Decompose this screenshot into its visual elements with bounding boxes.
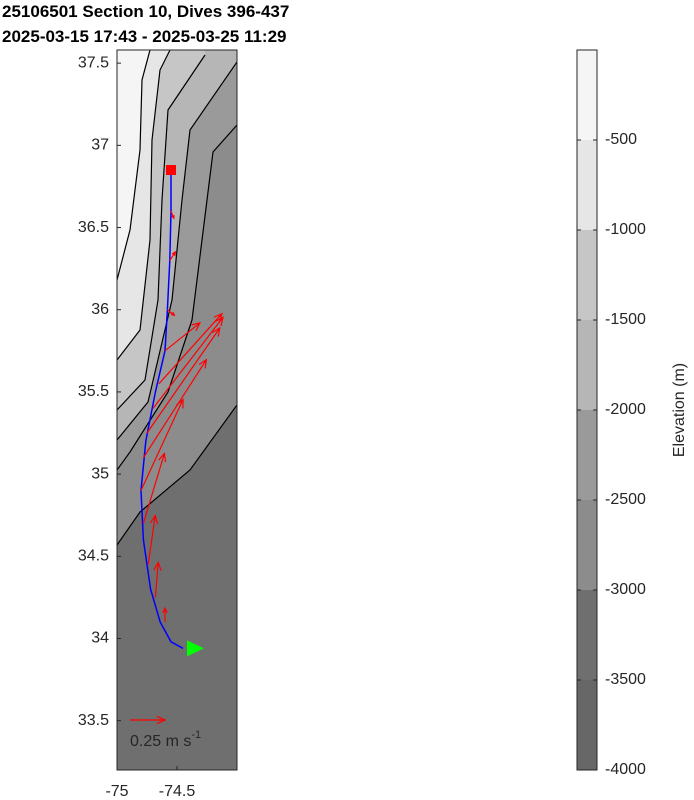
y-tick-label: 35 [91, 465, 109, 482]
current-arrow [152, 316, 224, 409]
end-marker [187, 640, 204, 657]
current-arrow [146, 326, 221, 434]
x-tick-label: -74.5 [159, 783, 196, 800]
y-tick-label: 34.5 [78, 548, 109, 565]
current-arrow [140, 398, 184, 491]
colorbar-tick-label: -2500 [605, 491, 646, 508]
colorbar-band [577, 320, 597, 410]
chart-title: 25106501 Section 10, Dives 396-437 [2, 2, 289, 21]
bathymetry [117, 50, 237, 770]
colorbar-band [577, 680, 597, 770]
colorbar-band [577, 500, 597, 590]
colorbar-tick-label: -3500 [605, 671, 646, 688]
colorbar-band [577, 50, 597, 140]
colorbar-tick-label: -1500 [605, 311, 646, 328]
current-arrow [153, 560, 162, 598]
y-tick-label: 33.5 [78, 712, 109, 729]
start-marker [166, 165, 176, 175]
current-arrow [162, 606, 168, 623]
scale-arrow [130, 715, 167, 725]
y-tick-label: 37.5 [78, 54, 109, 71]
colorbar-band [577, 230, 597, 320]
colorbar-tick-label: -2000 [605, 401, 646, 418]
y-tick-label: 37 [91, 137, 109, 154]
current-arrow [142, 358, 208, 458]
current-arrow [164, 321, 202, 352]
current-arrow [169, 250, 177, 261]
colorbar-band [577, 140, 597, 230]
colorbar-tick-label: -1000 [605, 221, 646, 238]
y-tick-label: 36 [91, 301, 109, 318]
colorbar-band [577, 590, 597, 680]
colorbar-tick-label: -4000 [605, 761, 646, 778]
current-arrow [167, 309, 176, 317]
chart-subtitle: 2025-03-15 17:43 - 2025-03-25 11:29 [2, 27, 287, 46]
scale-label-text: 0.25 m s [130, 733, 191, 750]
y-tick-label: 34 [91, 630, 109, 647]
colorbar-tick-label: -3000 [605, 581, 646, 598]
x-tick-label: -75 [105, 783, 128, 800]
current-arrow [147, 514, 159, 565]
scale-label: 0.25 m s-1 [130, 729, 201, 750]
colorbar-tick-label: -500 [605, 131, 637, 148]
y-tick-label: 36.5 [78, 219, 109, 236]
current-arrow [142, 452, 167, 524]
scale-label-exponent: -1 [191, 729, 201, 741]
colorbar-label: Elevation (m) [671, 363, 688, 457]
current-arrow [170, 210, 175, 220]
colorbar-band [577, 410, 597, 500]
y-tick-label: 35.5 [78, 383, 109, 400]
